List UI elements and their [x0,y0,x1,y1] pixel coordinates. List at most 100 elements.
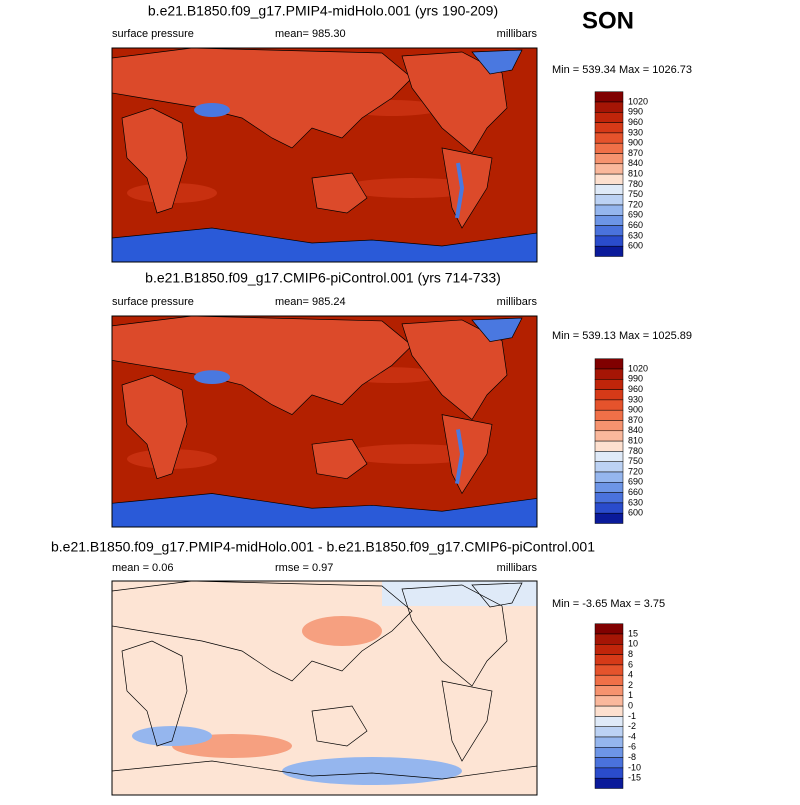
coast-africa [122,108,187,213]
panel-title: b.e21.B1850.f09_g17.PMIP4-midHolo.001 - … [51,539,595,555]
colorbar-label: 780 [628,446,643,456]
min-max-label: Min = 539.13 Max = 1025.89 [552,330,692,342]
colorbar-label: -10 [628,762,641,772]
colorbar-box [594,225,624,237]
colorbar-label: 630 [628,497,643,507]
colorbar-box [594,420,624,432]
colorbar-box [594,716,624,727]
colorbar-label: 900 [628,138,643,148]
colorbar-box [594,674,624,686]
anomaly-negative [382,581,537,606]
colorbar-box [594,726,624,738]
colorbar-label: 870 [628,415,643,425]
colorbar-box [594,705,624,717]
colorbar-label: 900 [628,405,643,415]
coast-namerica [402,320,507,420]
colorbar-box [594,502,624,514]
coast-greenland [472,583,522,607]
center-label: mean= 985.24 [275,296,346,308]
colorbar-box [594,91,624,103]
colorbar-label: -15 [628,773,641,783]
colorbar-box [594,409,624,421]
coast-australia [312,173,367,213]
colorbar-box [594,512,624,524]
colorbar-box [594,644,624,655]
colorbar-label: -1 [628,711,636,721]
coast-samerica [442,415,492,494]
colorbar-box [594,245,624,257]
coast-africa [122,641,187,746]
colorbar-label: 870 [628,148,643,158]
colorbar-label: 690 [628,477,643,487]
panel-title: b.e21.B1850.f09_g17.PMIP4-midHolo.001 (y… [148,3,498,19]
colorbar-label: 660 [628,487,643,497]
colorbar-label: 810 [628,168,643,178]
colorbar-box [594,122,624,134]
colorbar-box [594,633,624,645]
colorbar-label: 8 [628,649,633,659]
tibet [194,370,230,385]
colorbar-box [594,623,624,635]
tibet [194,103,230,117]
colorbar-label: 660 [628,220,643,230]
coast-africa [122,375,187,479]
subtropical-high [342,178,482,198]
anomaly-positive [302,616,382,646]
colorbar-box [594,471,624,483]
colorbar-box [594,132,624,144]
colorbar-box [594,101,624,113]
left-label: surface pressure [112,28,194,40]
min-max-label: Min = -3.65 Max = 3.75 [552,598,665,610]
colorbar-label: 960 [628,117,643,127]
colorbar-box [594,440,624,452]
map [112,581,537,795]
colorbar-label: 2 [628,680,633,690]
colorbar-label: 840 [628,425,643,435]
colorbar-box [594,482,624,493]
anomaly-negative [282,757,462,785]
colorbar-label: 750 [628,456,643,466]
colorbar-box [594,358,624,370]
colorbar-box [594,695,624,707]
coast-greenland [472,50,522,74]
map [112,48,537,262]
colorbar-label: 630 [628,230,643,240]
colorbar-box [594,461,624,473]
colorbar-box [594,430,624,442]
map-frame [111,580,538,796]
coast-greenland [472,318,522,342]
colorbar-box [594,163,624,175]
coast-eurasia [112,316,412,415]
colorbar-box [594,235,624,247]
center-label: mean= 985.30 [275,28,346,40]
right-label: millibars [497,28,538,40]
colorbar-label: 990 [628,374,643,384]
colorbar-label: 4 [628,670,633,680]
colorbar-box [594,184,624,195]
coast-samerica [442,681,492,761]
coast-namerica [402,52,507,153]
colorbar-box [594,492,624,504]
colorbar-box [594,204,624,216]
colorbar-label: 1020 [628,96,648,106]
subtropical-high [342,444,482,464]
colorbar-box [594,654,624,666]
colorbar-label: 840 [628,158,643,168]
map-frame [111,47,538,263]
colorbar-label: 780 [628,179,643,189]
colorbar-box [594,215,624,226]
colorbar-label: 720 [628,199,643,209]
colorbar-box [594,379,624,390]
colorbar-label: 690 [628,210,643,220]
andes [455,429,465,484]
coast-eurasia [112,48,412,148]
colorbar-box [594,757,624,769]
colorbar-label: 1020 [628,363,648,373]
coast-australia [312,439,367,478]
colorbar-label: 6 [628,659,633,669]
colorbar-label: 930 [628,394,643,404]
right-label: millibars [497,296,538,308]
colorbar-label: 15 [628,628,638,638]
colorbar-box [594,173,624,185]
